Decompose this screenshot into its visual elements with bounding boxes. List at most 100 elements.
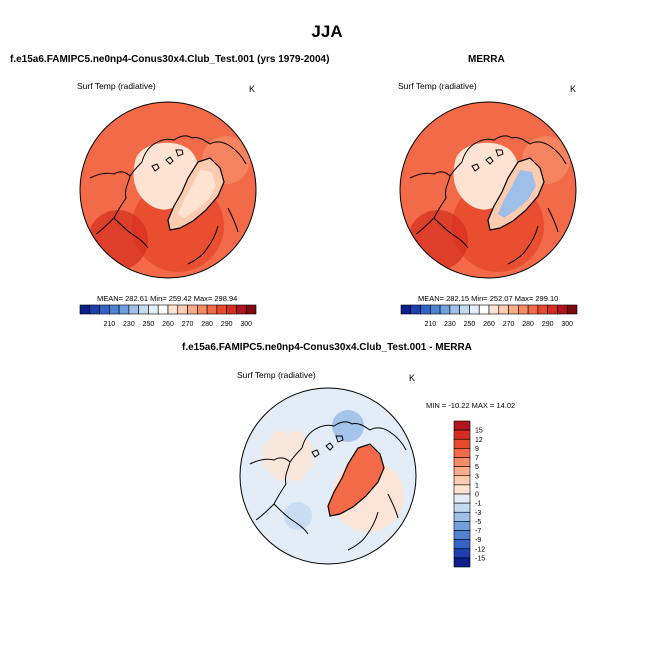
obs-colorbar-tick: 230 [444,321,456,328]
model-map-field [80,102,256,278]
obs-colorbar-cell [557,304,568,315]
model-colorbar-cell [245,304,257,315]
model-coastline [175,149,184,157]
model-colorbar-cell [157,304,169,315]
diff-map-field [240,388,416,564]
obs-colorbar-cell [430,304,441,315]
diff-colorbar-cell [453,475,471,486]
diff-colorbar-cell [453,420,471,431]
model-coastline [191,137,247,165]
model-coastline [187,225,219,265]
model-colorbar-cell [148,304,159,315]
diff-colorbar-cell [453,539,471,550]
model-coastline [89,161,143,179]
diff-colorbar-cell [453,493,471,504]
model-panel-title: f.e15a6.FAMIPC5.ne0np4-Conus30x4.Club_Te… [10,54,330,65]
obs-colorbar-cell [537,304,548,315]
model-warm-patch-sw [88,210,148,270]
diff-greenland-anomaly [328,444,384,516]
diff-colorbar-cell [453,466,471,477]
diff-colorbar-tick: -9 [475,537,481,544]
model-map-border [79,101,257,279]
diff-colorbar-cell [453,438,471,449]
obs-colorbar-cell [518,304,529,315]
model-colorbar-cell [167,304,179,315]
diff-colorbar-tick: -5 [475,519,481,526]
diff-colorbar-tick: 9 [475,446,479,453]
diff-colorbar-tick: -12 [475,546,485,553]
diff-colorbar-tick: -15 [475,555,485,562]
obs-colorbar-tick: 290 [542,321,554,328]
obs-colorbar-cell [488,304,500,315]
diff-coastline [301,421,353,449]
obs-colorbar-cell [469,304,480,315]
diff-colorbar-tick: -7 [475,528,481,535]
model-colorbar-cell [177,304,188,315]
diff-colorbar-cell [453,521,471,531]
obs-colorbar-tick: 280 [522,321,534,328]
model-colorbar-cell [109,304,120,315]
diff-map-border [239,387,417,565]
diff-colorbar-cell [453,548,471,559]
model-colorbar-tick: 210 [103,321,115,328]
obs-colorbar-cell [547,304,558,315]
diff-colorbar-tick: 15 [475,428,483,435]
model-colorbar-cell [138,304,149,315]
obs-greenland-outline [487,157,545,231]
model-colorbar-cell [99,304,110,315]
obs-variable-label: Surf Temp (radiative) [398,81,477,91]
diff-colorbar-tick: 3 [475,473,479,480]
model-colorbar-cell [128,304,139,315]
obs-colorbar-cell [527,304,539,315]
obs-colorbar-cell [566,304,578,315]
obs-colorbar: 210 230 250 260 270 280 290 300 [400,304,578,328]
model-variable-label: Surf Temp (radiative) [77,81,156,91]
model-colorbar-tick: 290 [221,321,233,328]
diff-colorbar-tick: 5 [475,464,479,471]
model-coastline [95,175,131,235]
diff-unit-label: K [409,373,416,383]
model-colorbar-tick: 300 [240,321,252,328]
model-colorbar-cell [206,304,218,315]
diff-coastline [325,442,334,451]
obs-coastline [415,175,451,235]
diff-colorbar-cell [453,429,471,440]
diff-colorbar-cell [453,530,471,540]
model-colorbar-tick: 260 [162,321,174,328]
model-greenland-outline [167,157,225,231]
obs-unit-label: K [570,84,577,94]
diff-stats: MIN = -10.22 MAX = 14.02 [426,401,516,410]
model-colorbar-tick: 280 [201,321,213,328]
obs-colorbar-cell [449,304,460,315]
model-colorbar-cell [226,304,237,315]
obs-map-field [400,102,576,278]
diff-colorbar-tick: -1 [475,501,481,508]
obs-colorbar-cell [459,304,470,315]
diff-colorbar-tick: 0 [475,492,479,499]
diff-colorbar-cell [453,484,471,495]
diff-coastline [273,503,309,535]
diff-colorbar-tick: -3 [475,510,481,517]
diff-coastline [249,447,303,465]
diff-coastline [347,511,379,551]
obs-stats: MEAN= 282.15 Min= 252.07 Max= 299.10 [418,294,559,303]
diff-colorbar-cell [453,557,471,568]
diff-colorbar-tick: 1 [475,482,479,489]
model-polar-map [79,101,257,279]
diff-colorbar-cell [453,502,471,513]
diff-colorbar-tick: 7 [475,455,479,462]
diff-colorbar-tick: 12 [475,437,483,444]
model-colorbar-cell [187,304,198,315]
model-colorbar-cell [89,304,100,315]
obs-coastline [511,137,567,165]
model-colorbar-cell [118,304,130,315]
obs-map-border [399,101,577,279]
diff-greenland-outline [327,443,385,517]
diff-polar-map [239,387,417,565]
diff-coastline [335,435,344,443]
model-coastline [113,217,149,249]
obs-greenland-ice [498,170,536,218]
obs-colorbar-tick: 300 [561,321,573,328]
model-colorbar-cell [216,304,227,315]
model-unit-label: K [249,84,256,94]
